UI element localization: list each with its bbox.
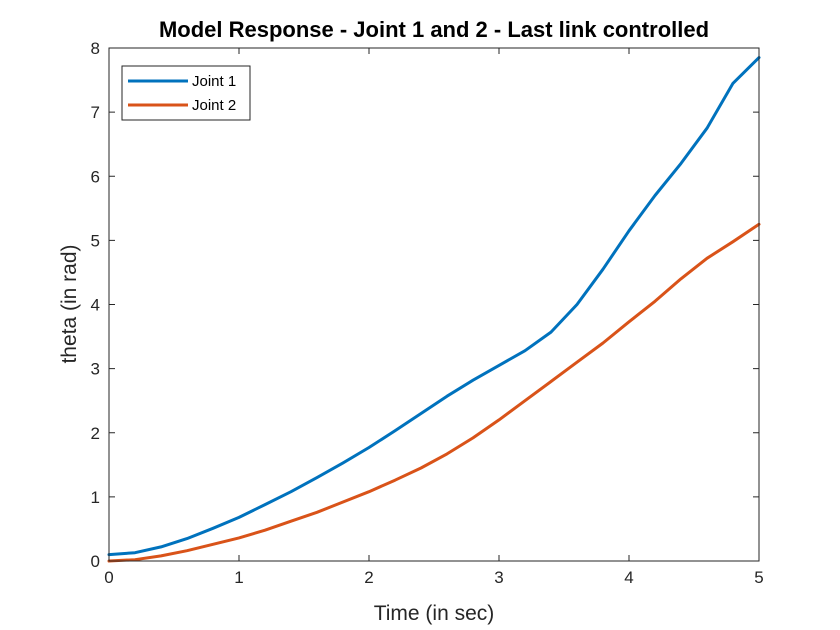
plot-background (109, 48, 759, 561)
x-axis-label: Time (in sec) (374, 602, 495, 625)
plot-area (109, 48, 759, 561)
legend-label-2: Joint 2 (192, 97, 236, 114)
y-tick-label: 7 (91, 103, 100, 122)
y-tick-label: 4 (91, 296, 100, 315)
series-line-2 (107, 222, 761, 563)
y-tick-label: 0 (91, 552, 100, 571)
x-tick-label: 3 (494, 568, 503, 587)
axes-layer: 0 1 2 3 4 5 0 1 2 3 4 5 6 7 8 (91, 39, 764, 587)
legend-label-1: Joint 1 (192, 73, 236, 90)
y-tick-label: 2 (91, 424, 100, 443)
y-tick-label: 8 (91, 39, 100, 58)
x-tick-label: 0 (104, 568, 113, 587)
series-layer (107, 56, 761, 563)
series-line-1 (107, 56, 761, 557)
x-tick-label: 4 (624, 568, 633, 587)
legend-box (121, 65, 251, 121)
y-axis-label: theta (in rad) (58, 244, 81, 363)
y-tick-label: 6 (91, 167, 100, 186)
chart-title: Model Response - Joint 1 and 2 - Last li… (159, 17, 709, 42)
y-tick-label: 1 (91, 488, 100, 507)
x-tick-label: 5 (754, 568, 763, 587)
y-tick-label: 5 (91, 231, 100, 250)
x-tick-label: 1 (234, 568, 243, 587)
x-tick-label: 2 (364, 568, 373, 587)
y-tick-label: 3 (91, 360, 100, 379)
legend: Joint 1 Joint 2 (121, 65, 251, 121)
